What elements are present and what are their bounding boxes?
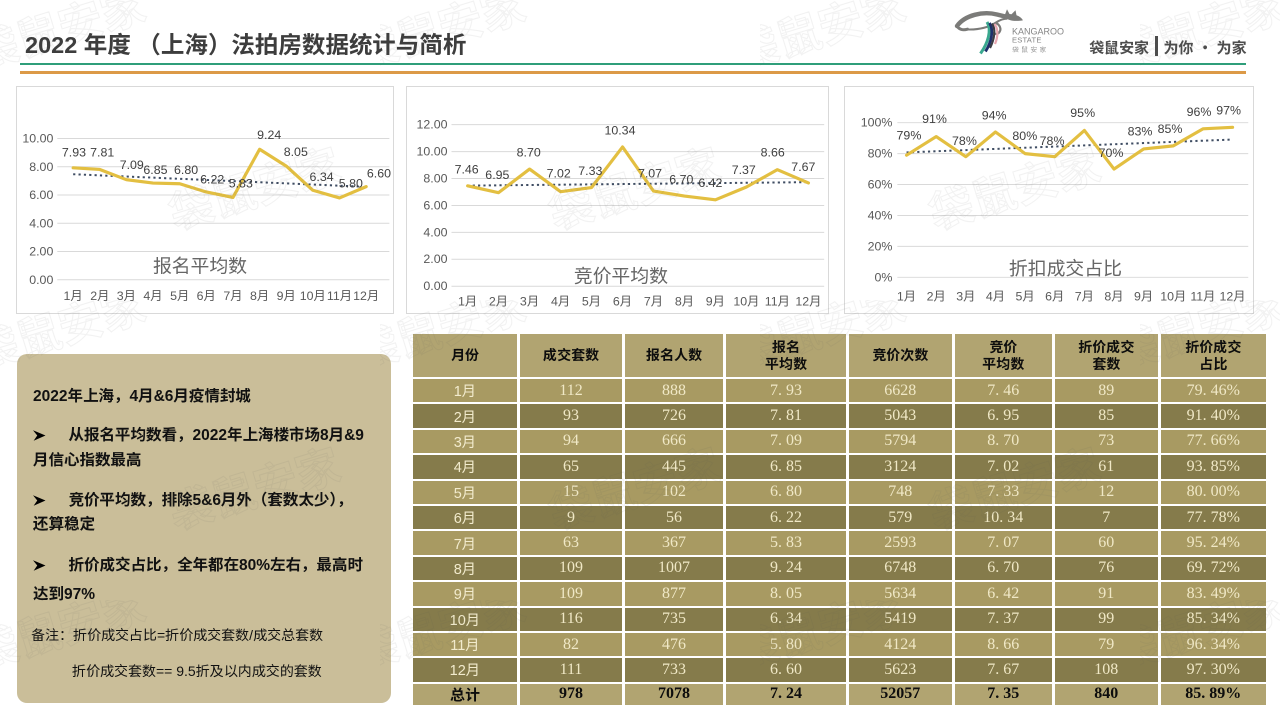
svg-text:7.81: 7.81	[90, 146, 114, 160]
svg-text:9月: 9月	[706, 292, 725, 310]
svg-text:7月: 7月	[644, 292, 663, 310]
svg-text:10月: 10月	[1160, 287, 1186, 305]
svg-text:4月: 4月	[143, 286, 162, 304]
svg-text:0%: 0%	[874, 267, 892, 285]
svg-text:4.00: 4.00	[423, 222, 447, 240]
svg-text:5月: 5月	[582, 292, 601, 310]
svg-text:竞价平均数: 竞价平均数	[574, 261, 668, 288]
svg-text:97%: 97%	[1216, 103, 1241, 117]
svg-text:6.00: 6.00	[423, 195, 447, 213]
svg-text:4月: 4月	[551, 292, 570, 310]
svg-text:12.00: 12.00	[417, 115, 448, 133]
svg-text:60%: 60%	[868, 175, 893, 193]
svg-text:6.42: 6.42	[698, 176, 722, 190]
svg-text:79%: 79%	[897, 128, 922, 142]
svg-text:20%: 20%	[868, 236, 893, 254]
svg-text:3月: 3月	[956, 287, 975, 305]
svg-text:8月: 8月	[675, 292, 694, 310]
svg-text:100%: 100%	[861, 113, 893, 131]
svg-text:6.80: 6.80	[174, 163, 198, 177]
svg-text:2.00: 2.00	[423, 249, 447, 267]
svg-text:40%: 40%	[868, 205, 893, 223]
svg-text:85%: 85%	[1158, 122, 1183, 136]
svg-text:10.00: 10.00	[417, 142, 448, 160]
svg-text:3月: 3月	[520, 292, 539, 310]
svg-text:7.07: 7.07	[638, 166, 662, 180]
svg-text:报名平均数: 报名平均数	[153, 251, 247, 278]
svg-text:6月: 6月	[197, 286, 216, 304]
svg-text:6月: 6月	[613, 292, 632, 310]
svg-text:83%: 83%	[1128, 125, 1153, 139]
svg-text:2月: 2月	[489, 292, 508, 310]
svg-text:6.34: 6.34	[310, 170, 334, 184]
svg-text:5月: 5月	[1015, 287, 1034, 305]
svg-text:8.66: 8.66	[761, 145, 785, 159]
svg-text:7.67: 7.67	[791, 160, 815, 174]
svg-text:7.33: 7.33	[578, 164, 602, 178]
svg-text:8月: 8月	[250, 286, 269, 304]
svg-text:袋鼠安家: 袋鼠安家	[1011, 44, 1049, 54]
svg-text:10月: 10月	[300, 286, 326, 304]
svg-text:11月: 11月	[765, 292, 790, 310]
svg-text:7.93: 7.93	[62, 146, 86, 160]
svg-text:6.85: 6.85	[143, 163, 167, 177]
svg-text:6.60: 6.60	[367, 166, 391, 180]
svg-text:7.09: 7.09	[120, 158, 144, 172]
svg-text:9.24: 9.24	[257, 128, 281, 142]
svg-text:3月: 3月	[117, 286, 136, 304]
svg-text:91%: 91%	[922, 112, 947, 126]
svg-text:80%: 80%	[1012, 129, 1037, 143]
svg-text:6.70: 6.70	[669, 172, 693, 186]
svg-text:7.02: 7.02	[547, 166, 571, 180]
svg-text:2月: 2月	[90, 286, 109, 304]
svg-text:1月: 1月	[458, 292, 477, 310]
svg-text:94%: 94%	[982, 109, 1007, 123]
svg-text:4.00: 4.00	[29, 213, 53, 231]
svg-text:1月: 1月	[64, 286, 83, 304]
svg-text:6.22: 6.22	[200, 172, 224, 186]
svg-text:12月: 12月	[353, 286, 379, 304]
svg-text:10.34: 10.34	[604, 123, 635, 137]
svg-text:9月: 9月	[1134, 287, 1153, 305]
svg-text:7.37: 7.37	[732, 163, 756, 177]
svg-text:6月: 6月	[1045, 287, 1064, 305]
svg-text:10.00: 10.00	[22, 129, 53, 147]
svg-text:7月: 7月	[223, 286, 242, 304]
svg-text:6.95: 6.95	[485, 168, 509, 182]
svg-text:2.00: 2.00	[29, 242, 53, 260]
svg-text:5.80: 5.80	[339, 177, 363, 191]
svg-text:7月: 7月	[1075, 287, 1094, 305]
svg-text:10月: 10月	[733, 292, 759, 310]
svg-text:4月: 4月	[986, 287, 1005, 305]
svg-text:2月: 2月	[927, 287, 946, 305]
svg-text:70%: 70%	[1099, 146, 1124, 160]
svg-text:96%: 96%	[1187, 105, 1212, 119]
svg-text:9月: 9月	[277, 286, 296, 304]
svg-text:11月: 11月	[327, 286, 352, 304]
svg-text:5月: 5月	[170, 286, 189, 304]
svg-text:11月: 11月	[1190, 287, 1215, 305]
svg-text:95%: 95%	[1070, 106, 1095, 120]
svg-text:80%: 80%	[868, 144, 893, 162]
svg-text:8.70: 8.70	[517, 145, 541, 159]
svg-text:8.05: 8.05	[284, 145, 308, 159]
svg-text:78%: 78%	[952, 134, 977, 148]
svg-text:0.00: 0.00	[423, 276, 447, 294]
svg-text:12月: 12月	[795, 292, 821, 310]
svg-text:6.00: 6.00	[29, 185, 53, 203]
svg-text:8.00: 8.00	[29, 157, 53, 175]
svg-text:8月: 8月	[1104, 287, 1123, 305]
svg-text:8.00: 8.00	[423, 168, 447, 186]
svg-text:0.00: 0.00	[29, 270, 53, 288]
svg-text:12月: 12月	[1220, 287, 1246, 305]
svg-text:5.83: 5.83	[229, 177, 253, 191]
svg-text:78%: 78%	[1040, 134, 1065, 148]
svg-text:1月: 1月	[897, 287, 916, 305]
svg-text:折扣成交占比: 折扣成交占比	[1009, 254, 1122, 281]
svg-text:7.46: 7.46	[455, 162, 479, 176]
